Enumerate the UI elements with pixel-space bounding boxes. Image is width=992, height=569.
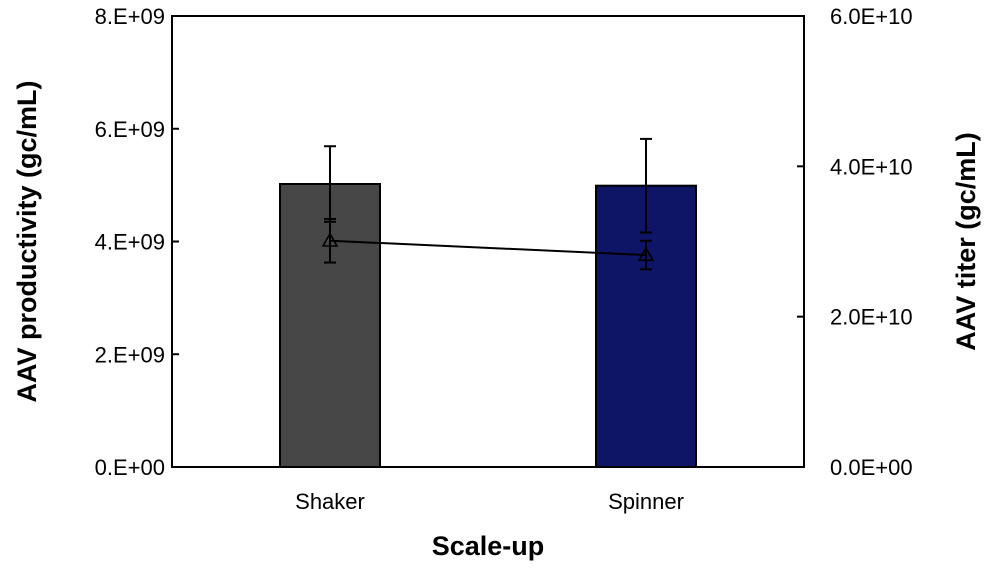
right-tick-label: 0.0E+00 (830, 455, 913, 480)
titer-line (329, 239, 647, 257)
left-y-axis-title: AAV productivity (gc/mL) (12, 80, 42, 402)
left-tick-label: 4.E+09 (95, 230, 165, 255)
x-axis-title: Scale-up (432, 531, 545, 561)
titer-marker-shaker (321, 232, 339, 247)
left-tick-label: 8.E+09 (95, 4, 165, 29)
right-tick-label: 6.0E+10 (830, 4, 913, 29)
left-tick-label: 0.E+00 (95, 455, 165, 480)
x-axis-tick-labels: Shaker Spinner (295, 489, 684, 514)
left-tick-label: 2.E+09 (95, 342, 165, 367)
left-tick-label: 6.E+09 (95, 117, 165, 142)
titer-line-series (321, 217, 655, 271)
titer-error-spinner (640, 239, 652, 271)
right-tick-label: 2.0E+10 (830, 305, 913, 330)
plot-area-frame (171, 15, 805, 468)
right-y-axis-ticks: 0.0E+00 2.0E+10 4.0E+10 6.0E+10 (797, 4, 913, 480)
right-tick-label: 4.0E+10 (830, 154, 913, 179)
x-tick-label-shaker: Shaker (295, 489, 365, 514)
bar-error-spinner (640, 137, 652, 234)
left-y-axis-ticks: 0.E+00 2.E+09 4.E+09 6.E+09 8.E+09 (95, 4, 179, 480)
right-y-axis-title: AAV titer (gc/mL) (951, 132, 981, 351)
bars (279, 182, 697, 468)
x-tick-label-spinner: Spinner (608, 489, 684, 514)
titer-marker-spinner (637, 246, 655, 262)
titer-error-shaker (324, 217, 336, 264)
